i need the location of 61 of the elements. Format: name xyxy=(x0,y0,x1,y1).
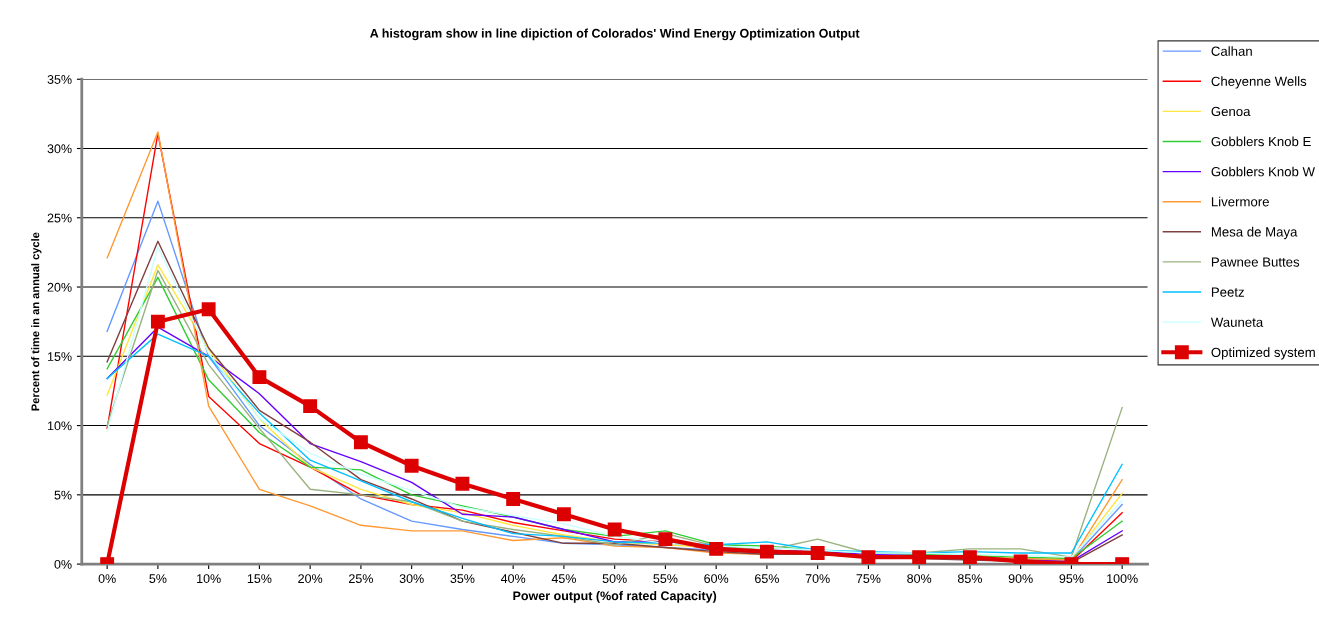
x-tick-label: 95% xyxy=(1059,574,1084,583)
point xyxy=(759,544,774,559)
point xyxy=(861,550,876,565)
y-tick-label: 15% xyxy=(47,352,72,361)
point xyxy=(506,492,521,506)
y-tick-label: 25% xyxy=(47,213,72,223)
y-tick-label: 10% xyxy=(47,421,72,431)
legend-label: Gobblers Knob W xyxy=(1211,166,1315,177)
x-tick-label: 70% xyxy=(805,574,830,583)
legend-label: Livermore xyxy=(1211,196,1269,207)
x-tick-label: 35% xyxy=(450,574,475,583)
legend-label: Genoa xyxy=(1211,106,1251,117)
x-tick-label: 40% xyxy=(500,574,526,583)
x-tick-label: 10% xyxy=(197,574,221,583)
x-tick-label: 45% xyxy=(551,574,576,583)
y-tick-label: 5% xyxy=(54,490,72,500)
y-tick-label: 0% xyxy=(54,559,72,569)
x-tick-label: 5% xyxy=(149,574,167,583)
x-tick-label: 80% xyxy=(907,574,932,583)
point xyxy=(353,435,368,450)
point xyxy=(658,532,673,547)
point xyxy=(150,314,165,329)
legend-label: Gobblers Knob E xyxy=(1211,136,1311,147)
chart-title: A histogram show in line dipiction of Colorados' Wind Energy Optimization Output xyxy=(370,28,860,41)
point xyxy=(709,541,724,556)
point xyxy=(912,550,927,565)
x-tick-label: 55% xyxy=(653,574,678,583)
point xyxy=(455,476,470,491)
y-tick-label: 20% xyxy=(47,282,72,292)
x-tick-label: 30% xyxy=(399,574,424,583)
y-tick-label: 35% xyxy=(47,75,72,84)
x-tick-label: 25% xyxy=(349,574,373,583)
x-tick-label: 50% xyxy=(602,574,627,583)
x-tick-label: 100% xyxy=(1107,574,1138,583)
x-tick-label: 15% xyxy=(247,574,272,583)
point xyxy=(810,546,825,560)
point xyxy=(1013,554,1028,565)
x-tick-label: 65% xyxy=(755,574,779,583)
legend-label: Wauneta xyxy=(1210,317,1264,327)
point xyxy=(556,507,571,522)
legend-label: Optimized system xyxy=(1211,347,1315,360)
legend-label: Pawnee Buttes xyxy=(1211,257,1300,267)
x-axis-title: Power output (%of rated Capacity) xyxy=(513,591,717,603)
x-tick-label: 0% xyxy=(98,574,116,583)
point xyxy=(303,399,318,414)
legend-label: Calhan xyxy=(1211,46,1252,56)
point xyxy=(201,302,216,317)
x-tick-label: 90% xyxy=(1008,574,1033,583)
x-tick-label: 85% xyxy=(957,574,982,583)
legend-label: Peetz xyxy=(1211,287,1244,297)
y-tick-label: 30% xyxy=(47,144,72,154)
legend-label: Cheyenne Wells xyxy=(1211,76,1307,89)
point xyxy=(962,550,977,565)
y-axis-title: Percent of time in an annual cycle xyxy=(31,232,42,411)
x-tick-label: 75% xyxy=(856,574,881,583)
point xyxy=(404,458,419,473)
x-tick-label: 20% xyxy=(298,574,323,583)
x-tick-label: 60% xyxy=(704,574,729,583)
legend-label: Mesa de Maya xyxy=(1211,226,1298,240)
point xyxy=(252,370,267,385)
point xyxy=(607,522,622,537)
